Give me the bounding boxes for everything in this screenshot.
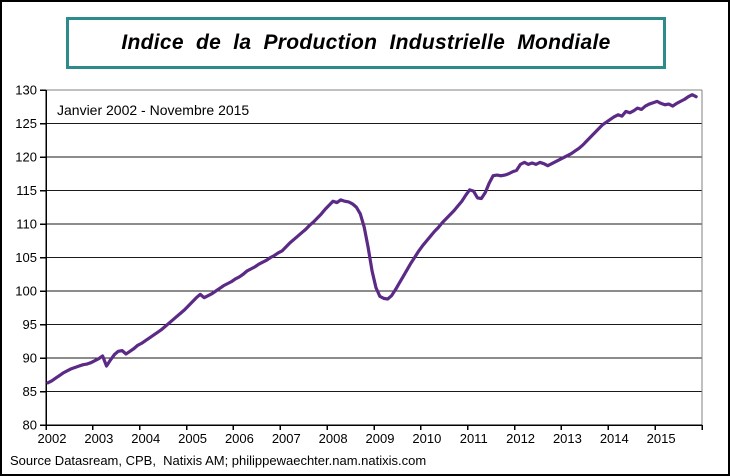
y-tick-label: 125 [15, 116, 37, 131]
x-tick-label: 2009 [366, 431, 395, 446]
title-box: Indice de la Production Industrielle Mon… [66, 17, 666, 69]
chart-subtitle: Janvier 2002 - Novembre 2015 [57, 102, 250, 118]
y-tick-label: 110 [16, 217, 37, 232]
y-tick-label: 130 [15, 83, 37, 98]
y-tick-label: 100 [15, 284, 37, 299]
chart-title: Indice de la Production Industrielle Mon… [121, 31, 611, 54]
x-tick-label: 2003 [84, 431, 113, 446]
y-tick-label: 95 [23, 317, 37, 332]
source-caption: Source Datasream, CPB, Natixis AM; phili… [10, 453, 427, 468]
x-tick-label: 2011 [460, 431, 488, 446]
x-tick-label: 2005 [178, 431, 207, 446]
x-tick-label: 2008 [319, 431, 348, 446]
y-tick-label: 105 [15, 250, 37, 265]
x-tick-label: 2006 [225, 431, 254, 446]
y-tick-label: 120 [15, 150, 37, 165]
x-tick-label: 2015 [647, 431, 676, 446]
x-tick-label: 2010 [412, 431, 441, 446]
x-tick-label: 2013 [553, 431, 582, 446]
x-tick-label: 2004 [131, 431, 160, 446]
x-tick-label: 2014 [600, 431, 629, 446]
series-line [46, 93, 698, 385]
y-tick-label: 90 [23, 351, 37, 366]
y-tick-label: 115 [16, 183, 37, 198]
x-tick-label: 2007 [272, 431, 301, 446]
y-tick-label: 85 [23, 384, 37, 399]
y-tick-label: 80 [23, 418, 37, 433]
x-tick-label: 2002 [38, 431, 67, 446]
x-tick-label: 2012 [506, 431, 535, 446]
